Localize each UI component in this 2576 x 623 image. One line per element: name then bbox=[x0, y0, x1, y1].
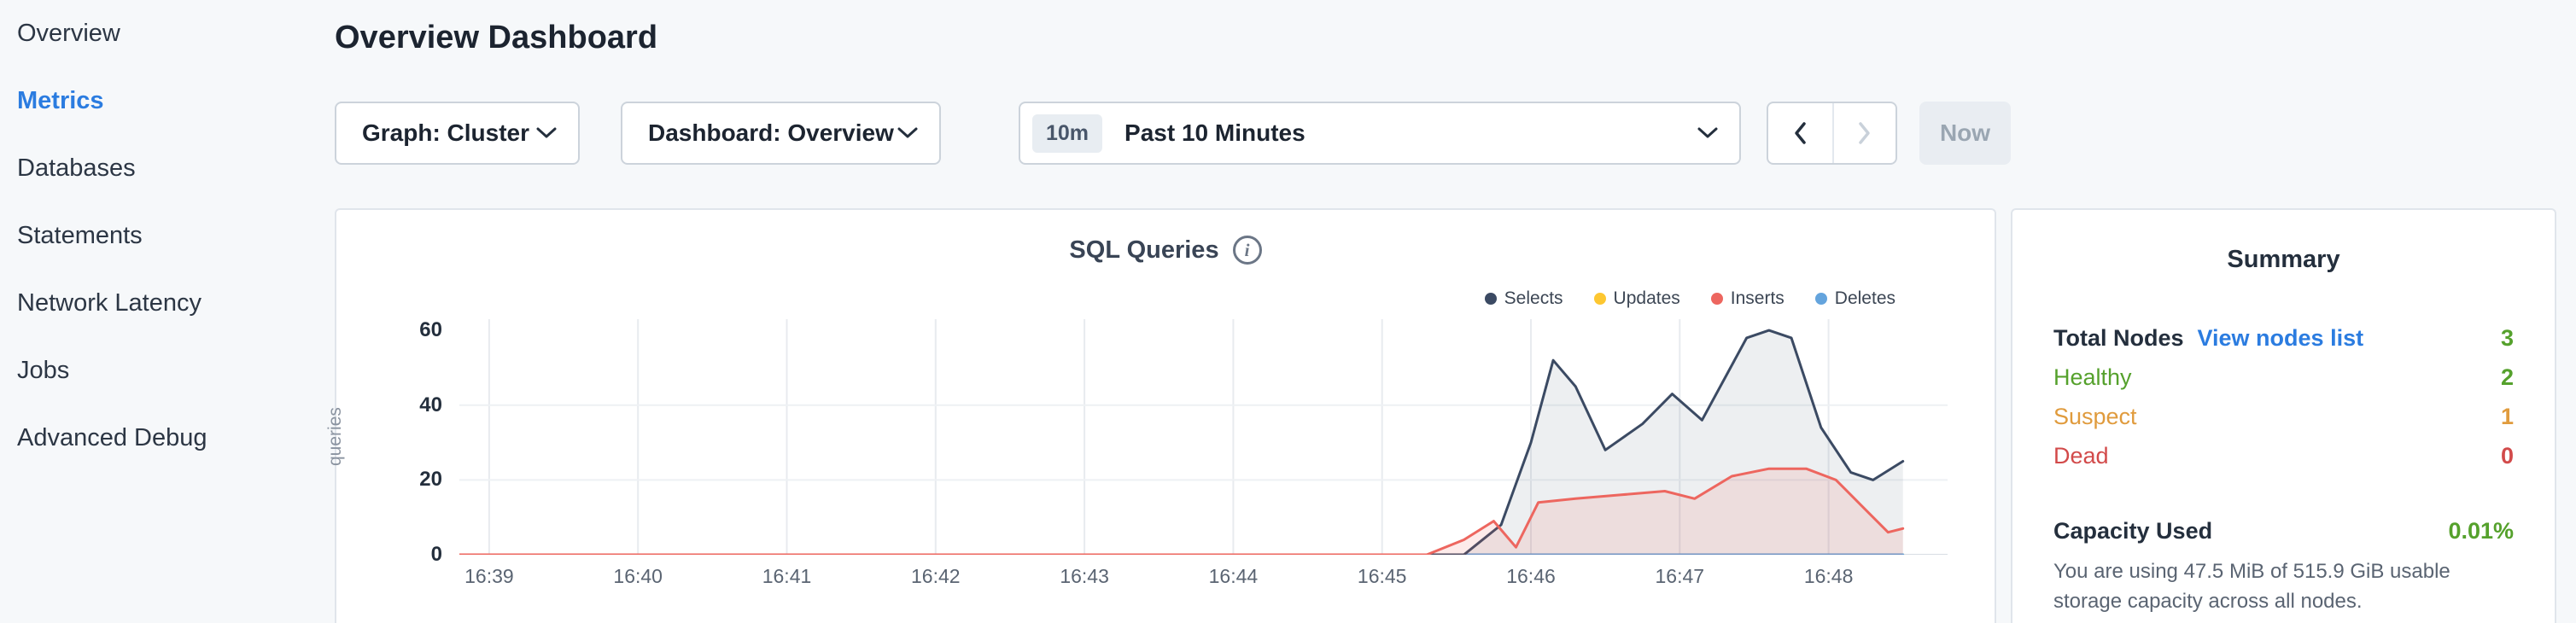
y-axis-tick: 60 bbox=[419, 318, 442, 342]
healthy-value: 2 bbox=[2500, 364, 2514, 390]
legend-item-inserts: Inserts bbox=[1710, 288, 1785, 309]
x-axis-tick: 16:43 bbox=[1060, 565, 1109, 587]
x-axis-tick: 16:42 bbox=[911, 565, 961, 587]
time-window-badge: 10m bbox=[1032, 114, 1103, 153]
dashboard-dropdown-label: Dashboard: Overview bbox=[648, 119, 894, 146]
y-axis-tick: 40 bbox=[419, 393, 442, 416]
suspect-value: 1 bbox=[2500, 404, 2514, 429]
legend-item-updates: Updates bbox=[1593, 288, 1680, 309]
x-axis-tick: 16:39 bbox=[464, 565, 514, 587]
sidebar-item-metrics[interactable]: Metrics bbox=[17, 87, 104, 114]
x-axis-tick: 16:48 bbox=[1803, 565, 1854, 587]
total-nodes-value: 3 bbox=[2500, 325, 2514, 351]
y-axis-tick: 20 bbox=[419, 468, 442, 492]
legend-label: Updates bbox=[1613, 288, 1680, 308]
chart-plot-area: queries 0 20 40 60 16:39 16:40 16:41 16:42 16:4… bbox=[325, 318, 1948, 587]
view-nodes-list-link[interactable]: View nodes list bbox=[2197, 325, 2364, 351]
y-axis-ticks: 0 20 40 60 bbox=[360, 318, 442, 566]
suspect-nodes-row: Suspect 1 bbox=[2053, 402, 2514, 431]
legend-item-deletes: Deletes bbox=[1814, 288, 1895, 309]
capacity-used-label: Capacity Used bbox=[2053, 518, 2213, 544]
dead-nodes-row: Dead 0 bbox=[2053, 441, 2514, 470]
x-axis-tick: 16:46 bbox=[1506, 565, 1556, 587]
x-axis-tick: 16:47 bbox=[1655, 565, 1705, 587]
chevron-right-icon bbox=[1859, 122, 1870, 144]
chevron-down-icon bbox=[536, 127, 557, 138]
total-nodes-label: Total Nodes bbox=[2053, 325, 2184, 351]
legend-label: Inserts bbox=[1730, 288, 1785, 308]
sidebar-item-advanced-debug[interactable]: Advanced Debug bbox=[17, 424, 207, 451]
healthy-nodes-row: Healthy 2 bbox=[2053, 363, 2514, 392]
capacity-used-row: Capacity Used 0.01% bbox=[2053, 516, 2514, 545]
sidebar-item-databases[interactable]: Databases bbox=[17, 154, 136, 182]
sidebar-item-network-latency[interactable]: Network Latency bbox=[17, 289, 202, 317]
now-button[interactable]: Now bbox=[1919, 102, 2011, 165]
x-axis-tick: 16:40 bbox=[613, 565, 663, 587]
legend-label: Selects bbox=[1504, 288, 1563, 308]
chevron-down-icon bbox=[1697, 127, 1718, 138]
step-back-button[interactable] bbox=[1768, 103, 1832, 163]
chevron-down-icon bbox=[897, 127, 918, 138]
dead-label: Dead bbox=[2053, 443, 2109, 469]
healthy-label: Healthy bbox=[2053, 364, 2132, 390]
suspect-label: Suspect bbox=[2053, 404, 2137, 429]
legend-dot-icon bbox=[1710, 293, 1723, 305]
series-area-inserts bbox=[459, 469, 1903, 555]
legend-dot-icon bbox=[1593, 293, 1606, 305]
sidebar-item-statements[interactable]: Statements bbox=[17, 222, 143, 249]
legend-label: Deletes bbox=[1834, 288, 1895, 308]
capacity-description: You are using 47.5 MiB of 515.9 GiB usab… bbox=[2053, 560, 2450, 613]
x-axis-tick: 16:41 bbox=[762, 565, 812, 587]
y-axis-label: queries bbox=[325, 407, 345, 467]
x-axis-tick: 16:44 bbox=[1208, 565, 1259, 587]
sql-queries-line-chart bbox=[459, 319, 1948, 555]
legend-dot-icon bbox=[1814, 293, 1827, 305]
time-window-label: Past 10 Minutes bbox=[1124, 119, 1306, 146]
chevron-left-icon bbox=[1795, 122, 1806, 144]
dashboard-dropdown[interactable]: Dashboard: Overview bbox=[621, 102, 941, 165]
graph-dropdown-label: Graph: Cluster bbox=[362, 119, 530, 146]
chart-title-row: SQL Queries i bbox=[336, 236, 1995, 265]
sidebar-item-jobs[interactable]: Jobs bbox=[17, 357, 70, 384]
total-nodes-row: Total Nodes View nodes list 3 bbox=[2053, 323, 2514, 352]
legend-dot-icon bbox=[1484, 293, 1497, 305]
x-axis-tick: 16:45 bbox=[1357, 565, 1407, 587]
chart-title: SQL Queries bbox=[1069, 236, 1219, 264]
step-forward-button[interactable] bbox=[1831, 103, 1896, 163]
time-window-select[interactable]: 10m Past 10 Minutes bbox=[1019, 102, 1741, 165]
chart-legend: Selects Updates Inserts Deletes bbox=[1484, 288, 1895, 309]
y-axis-tick: 0 bbox=[430, 543, 442, 566]
info-icon[interactable]: i bbox=[1232, 236, 1262, 265]
x-axis-ticks: 16:39 16:40 16:41 16:42 16:43 16:44 16:45 16:46… bbox=[459, 555, 1948, 589]
time-step-buttons bbox=[1767, 102, 1897, 165]
sidebar-item-overview[interactable]: Overview bbox=[17, 20, 120, 47]
sql-queries-chart-panel: SQL Queries i Selects Updates Inserts Delet… bbox=[325, 208, 1996, 623]
series-line-selects bbox=[459, 329, 1905, 555]
controls-bar: Graph: Cluster Dashboard: Overview 10m P… bbox=[335, 102, 2011, 165]
capacity-used-value: 0.01% bbox=[2448, 518, 2514, 544]
dead-value: 0 bbox=[2500, 443, 2514, 469]
page-title: Overview Dashboard bbox=[335, 20, 658, 55]
summary-panel: Summary Total Nodes View nodes list 3 He… bbox=[2011, 208, 2556, 623]
summary-title: Summary bbox=[2227, 246, 2340, 273]
series-area-selects bbox=[459, 330, 1903, 555]
graph-dropdown[interactable]: Graph: Cluster bbox=[335, 102, 580, 165]
sidebar: Overview Metrics Databases Statements Ne… bbox=[0, 0, 335, 472]
series-line-inserts bbox=[459, 467, 1905, 555]
legend-item-selects: Selects bbox=[1484, 288, 1563, 309]
